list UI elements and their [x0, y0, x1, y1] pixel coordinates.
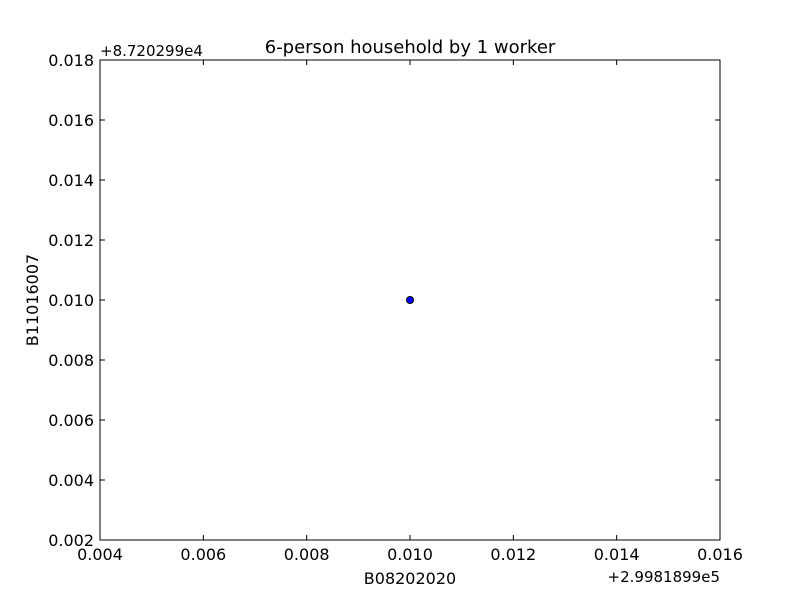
- y-tick-label: 0.014: [48, 171, 94, 190]
- x-offset-label: +2.9981899e5: [608, 568, 720, 586]
- x-tick-label: 0.008: [284, 545, 330, 564]
- x-ticks-group: 0.004 0.006 0.008 0.010 0.012 0.014 0.016: [77, 60, 743, 564]
- y-tick-label: 0.010: [48, 291, 94, 310]
- y-tick-label: 0.018: [48, 51, 94, 70]
- y-tick-label: 0.008: [48, 351, 94, 370]
- y-tick-label: 0.004: [48, 471, 94, 490]
- x-tick-label: 0.012: [490, 545, 536, 564]
- y-tick-label: 0.006: [48, 411, 94, 430]
- y-offset-label: +8.720299e4: [100, 42, 203, 60]
- x-tick-label: 0.016: [697, 545, 743, 564]
- data-point: [406, 296, 414, 304]
- x-tick-label: 0.010: [387, 545, 433, 564]
- x-tick-label: 0.014: [594, 545, 640, 564]
- x-tick-label: 0.006: [180, 545, 226, 564]
- x-axis-label: B08202020: [364, 569, 456, 588]
- points-group: [406, 296, 414, 304]
- chart-title: 6-person household by 1 worker: [265, 37, 556, 58]
- y-ticks-group: 0.002 0.004 0.006 0.008 0.010 0.012 0.014 0.016…: [48, 51, 720, 550]
- x-tick-label: 0.004: [77, 545, 123, 564]
- y-tick-label: 0.016: [48, 111, 94, 130]
- y-axis-label: B11016007: [23, 254, 42, 346]
- y-tick-label: 0.012: [48, 231, 94, 250]
- y-tick-label: 0.002: [48, 531, 94, 550]
